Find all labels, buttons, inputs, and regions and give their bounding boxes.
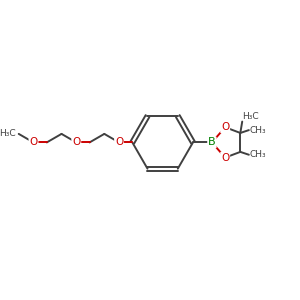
Text: H₃C: H₃C xyxy=(242,112,259,121)
Text: O: O xyxy=(72,137,80,147)
Text: O: O xyxy=(221,122,229,132)
Text: B: B xyxy=(208,137,216,147)
Text: O: O xyxy=(29,137,38,147)
Text: H₃C: H₃C xyxy=(0,129,16,138)
Text: CH₃: CH₃ xyxy=(250,126,266,135)
Text: CH₃: CH₃ xyxy=(250,150,266,159)
Text: O: O xyxy=(221,153,229,163)
Text: O: O xyxy=(115,137,123,147)
